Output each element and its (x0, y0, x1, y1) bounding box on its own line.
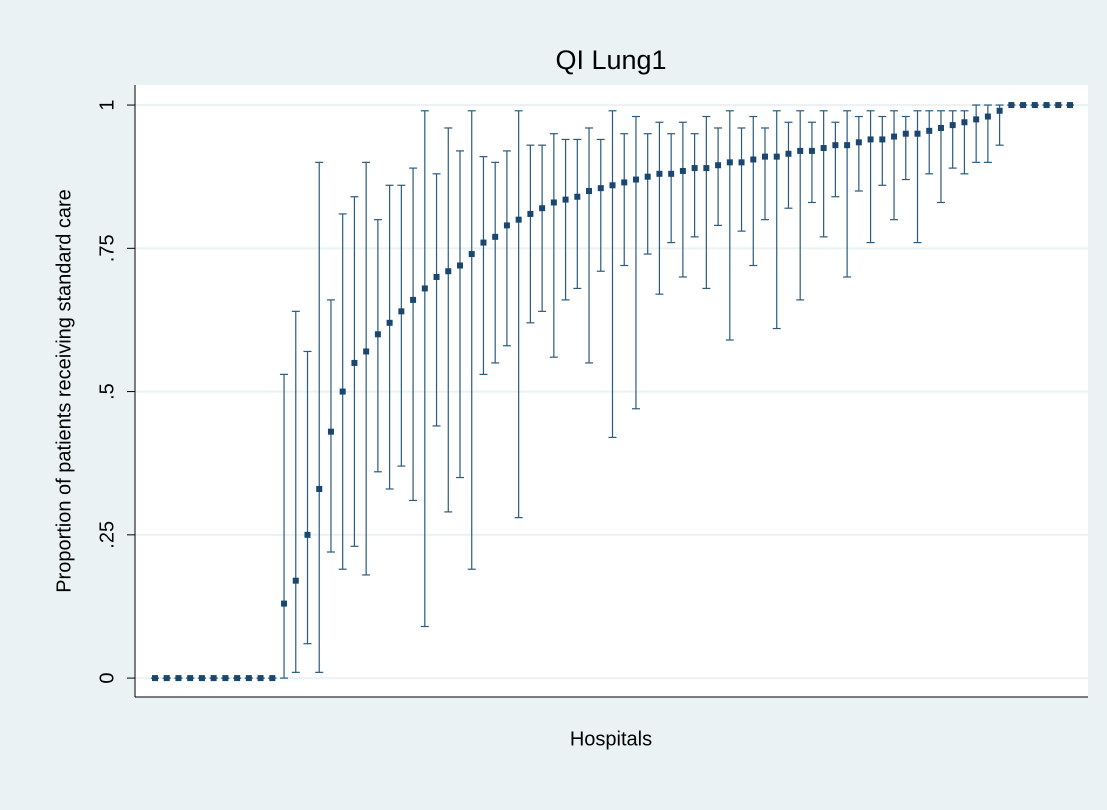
point (879, 136, 886, 143)
point (281, 600, 288, 607)
point (679, 167, 686, 174)
point (867, 136, 874, 143)
point (327, 428, 334, 435)
point (1008, 102, 1015, 109)
point (292, 577, 299, 584)
point (550, 199, 557, 206)
point (410, 296, 417, 303)
point (609, 182, 616, 189)
point (492, 233, 499, 240)
point (855, 139, 862, 146)
point (527, 210, 534, 217)
point (961, 119, 968, 126)
point (644, 173, 651, 180)
y-tick-label: .75 (96, 234, 118, 262)
point (351, 359, 358, 366)
point (586, 188, 593, 195)
point (703, 165, 710, 172)
point (726, 159, 733, 166)
point (797, 147, 804, 154)
y-tick-label: .25 (96, 521, 118, 549)
point (750, 156, 757, 163)
point (175, 675, 182, 682)
point (632, 176, 639, 183)
point (210, 675, 217, 682)
point (374, 331, 381, 338)
point (621, 179, 628, 186)
point (597, 185, 604, 192)
point (808, 147, 815, 154)
point (269, 675, 276, 682)
point (1067, 102, 1073, 109)
point (421, 285, 428, 292)
point (691, 165, 698, 172)
point (937, 124, 944, 131)
point (832, 142, 839, 149)
point (1055, 102, 1062, 109)
point (668, 170, 675, 177)
y-axis-title: Proportion of patients receiving standar… (53, 189, 75, 593)
point (457, 262, 463, 269)
point (1031, 102, 1038, 109)
point (574, 193, 581, 200)
y-tick-label: 1 (96, 99, 118, 110)
point (539, 205, 546, 212)
point (152, 675, 158, 682)
point (562, 196, 569, 203)
point (480, 239, 487, 246)
point (363, 348, 370, 355)
point (468, 251, 475, 258)
point (445, 268, 452, 275)
point (984, 113, 991, 120)
point (433, 273, 440, 280)
point (316, 485, 323, 492)
chart-title: QI Lung1 (555, 45, 666, 75)
point (820, 145, 827, 152)
point (257, 675, 264, 682)
point (785, 150, 792, 157)
point (1020, 102, 1027, 109)
point (738, 159, 745, 166)
point (844, 142, 851, 149)
point (515, 216, 522, 223)
y-tick-label: 0 (96, 673, 118, 684)
point (398, 308, 405, 315)
point (996, 107, 1003, 114)
point (304, 531, 311, 538)
point (914, 130, 921, 137)
point (762, 153, 768, 160)
point (234, 675, 241, 682)
point (656, 170, 663, 177)
point (926, 127, 933, 134)
point (163, 675, 170, 682)
point (773, 153, 780, 160)
point (902, 130, 909, 137)
point (891, 133, 898, 140)
point (715, 162, 722, 169)
point (245, 675, 252, 682)
x-axis-title: Hospitals (570, 728, 652, 750)
point (198, 675, 205, 682)
point (1043, 102, 1050, 109)
point (187, 675, 194, 682)
y-tick-label: .5 (96, 383, 118, 400)
point (949, 122, 956, 129)
point (973, 116, 980, 123)
point (222, 675, 229, 682)
point (339, 388, 346, 395)
point (386, 319, 393, 326)
point (503, 222, 510, 229)
